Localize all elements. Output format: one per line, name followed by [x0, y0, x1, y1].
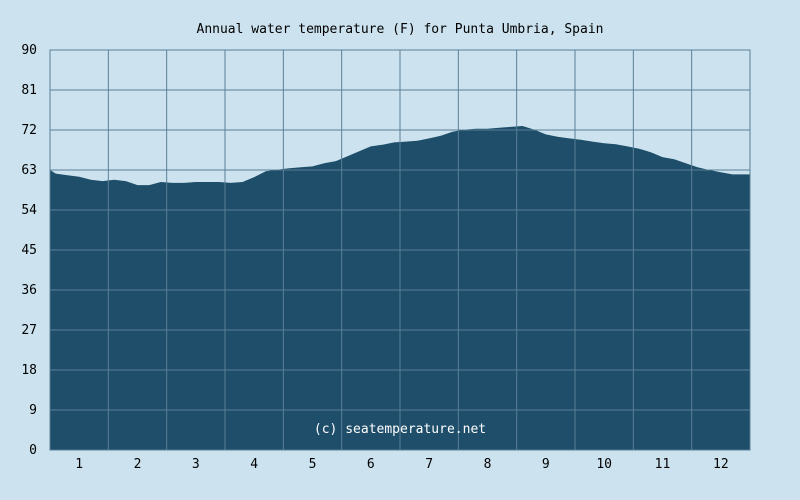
x-tick-label: 8 [484, 457, 492, 472]
y-tick-label: 18 [21, 363, 37, 378]
x-tick-label: 10 [596, 457, 612, 472]
copyright-annotation: (c) seatemperature.net [314, 422, 486, 437]
plot-border [49, 49, 751, 451]
x-tick-label: 1 [75, 457, 83, 472]
y-tick-label: 54 [21, 203, 37, 218]
x-tick-label: 6 [367, 457, 375, 472]
y-tick-label: 72 [21, 123, 37, 138]
x-tick-label: 2 [134, 457, 142, 472]
x-tick-label: 7 [425, 457, 433, 472]
y-axis-ticks: 0 9 18 27 36 45 54 63 72 81 90 [21, 43, 37, 458]
x-tick-label: 12 [713, 457, 729, 472]
chart-title: Annual water temperature (F) for Punta U… [197, 22, 604, 37]
x-tick-label: 11 [655, 457, 671, 472]
x-tick-label: 3 [192, 457, 200, 472]
y-tick-label: 0 [29, 443, 37, 458]
x-axis-ticks: 1 2 3 4 5 6 7 8 9 10 11 12 [75, 457, 728, 472]
y-tick-label: 9 [29, 403, 37, 418]
y-tick-label: 45 [21, 243, 37, 258]
x-tick-label: 9 [542, 457, 550, 472]
y-tick-label: 27 [21, 323, 37, 338]
y-tick-label: 36 [21, 283, 37, 298]
x-tick-label: 4 [250, 457, 258, 472]
y-tick-label: 90 [21, 43, 37, 58]
x-tick-label: 5 [309, 457, 317, 472]
y-tick-label: 81 [21, 83, 37, 98]
y-tick-label: 63 [21, 163, 37, 178]
